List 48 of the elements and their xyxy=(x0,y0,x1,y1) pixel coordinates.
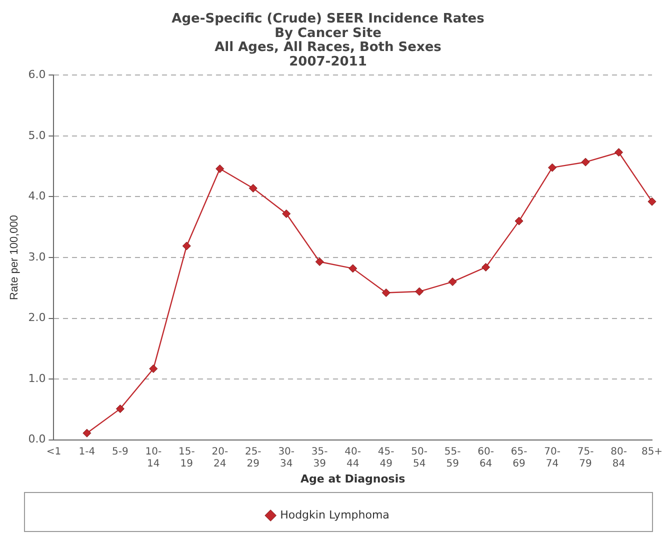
point xyxy=(648,197,656,206)
point xyxy=(382,288,390,297)
x-tick-label: 25-29 xyxy=(244,446,262,470)
x-tick-label: 60-64 xyxy=(478,446,494,470)
x-tick-label: 70-74 xyxy=(544,446,561,470)
point xyxy=(315,258,324,266)
point xyxy=(581,158,590,166)
point xyxy=(415,287,424,296)
x-tick-label: 80-84 xyxy=(610,446,628,470)
point xyxy=(149,364,158,373)
x-tick-label: 40-44 xyxy=(344,446,362,470)
x-tick-label: 45-49 xyxy=(378,446,395,470)
x-tick-label: 10-14 xyxy=(145,446,162,470)
point xyxy=(448,278,457,286)
y-tick-label: 0.0 xyxy=(28,432,46,446)
y-axis-title: Rate per 100,000 xyxy=(8,214,21,300)
point xyxy=(614,148,624,157)
x-axis-title: Age at Diagnosis xyxy=(300,472,406,486)
x-tick-label: 65-69 xyxy=(510,446,528,470)
point xyxy=(216,164,224,174)
x-tick-label: <1 xyxy=(46,446,62,458)
x-tick-label: 5-9 xyxy=(112,446,128,458)
point xyxy=(182,242,191,250)
y-tick-label: 6.0 xyxy=(28,68,46,82)
x-tick-label: 85+ xyxy=(641,446,663,458)
point xyxy=(116,404,124,414)
x-tick-label: 75-79 xyxy=(577,446,594,470)
point xyxy=(282,210,291,218)
point xyxy=(482,262,490,272)
point xyxy=(348,264,358,273)
x-tick-label: 15-19 xyxy=(178,446,196,470)
x-tick-label: 30-34 xyxy=(278,446,295,470)
y-tick-label: 1.0 xyxy=(28,372,46,385)
y-tick-label: 2.0 xyxy=(28,311,46,324)
point xyxy=(548,163,557,172)
y-tick-label: 3.0 xyxy=(28,250,46,264)
point xyxy=(248,184,258,192)
x-tick-label: 1-4 xyxy=(78,446,96,458)
x-tick-label: 55-59 xyxy=(444,446,462,470)
y-tick-label: 5.0 xyxy=(28,128,46,142)
chart-title: Age-Specific (Crude) SEER Incidence Rates By Cancer Site All Ages, All Races, Both Sexes 2007-2011 xyxy=(172,12,485,70)
point xyxy=(514,216,524,226)
x-tick-label: 35-39 xyxy=(311,446,328,470)
x-tick-label: 50-54 xyxy=(411,446,428,470)
y-tick-label: 4.0 xyxy=(28,190,46,203)
point xyxy=(82,428,92,438)
x-tick-label: 20-24 xyxy=(212,446,228,470)
legend-label: Hodgkin Lymphoma xyxy=(280,508,390,522)
